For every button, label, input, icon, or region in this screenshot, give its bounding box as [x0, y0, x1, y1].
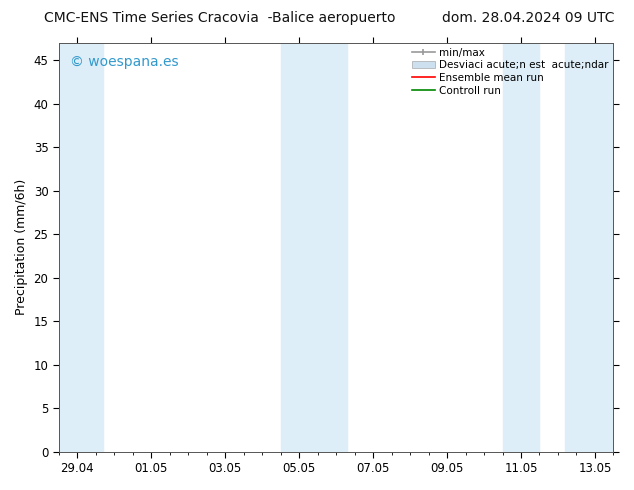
- Text: CMC-ENS Time Series Cracovia  -Balice aeropuerto: CMC-ENS Time Series Cracovia -Balice aer…: [44, 11, 396, 25]
- Bar: [59, 43, 103, 452]
- Legend: min/max, Desviaci acute;n est  acute;ndar, Ensemble mean run, Controll run: min/max, Desviaci acute;n est acute;ndar…: [411, 48, 608, 96]
- Bar: [281, 43, 347, 452]
- Text: dom. 28.04.2024 09 UTC: dom. 28.04.2024 09 UTC: [443, 11, 615, 25]
- Text: © woespana.es: © woespana.es: [70, 55, 179, 69]
- Y-axis label: Precipitation (mm/6h): Precipitation (mm/6h): [15, 179, 28, 315]
- Bar: [566, 43, 614, 452]
- Bar: [503, 43, 540, 452]
